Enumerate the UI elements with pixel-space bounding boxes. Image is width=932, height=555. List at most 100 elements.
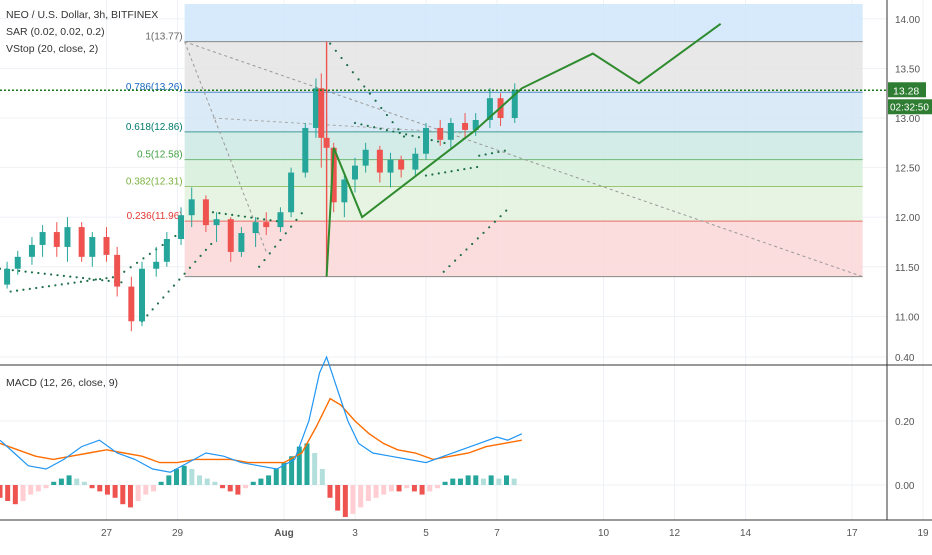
sar-dot xyxy=(482,231,485,234)
sar-dot xyxy=(417,136,420,139)
time-tick-label: 10 xyxy=(598,528,610,539)
candle-body xyxy=(4,268,11,285)
macd-histogram-bar xyxy=(465,475,471,485)
sar-dot xyxy=(105,277,108,280)
macd-histogram-bar xyxy=(81,481,87,485)
sar-dot xyxy=(60,283,63,286)
sar-dot xyxy=(11,269,14,272)
legend-macd: MACD (12, 26, close, 9) xyxy=(6,376,118,390)
macd-signal-line xyxy=(0,397,522,464)
legend-title: NEO / U.S. Dollar, 3h, BITFINEX xyxy=(6,8,158,22)
macd-histogram-bar xyxy=(104,485,110,495)
macd-histogram-bar xyxy=(450,478,456,485)
sar-dot xyxy=(329,42,332,45)
sar-dot xyxy=(56,274,59,277)
sar-dot xyxy=(300,212,303,215)
price-tick-label: 11.50 xyxy=(895,263,920,274)
macd-tick-label: 0.00 xyxy=(895,481,915,492)
macd-histogram-bar xyxy=(434,485,440,489)
macd-histogram-bar xyxy=(419,485,425,495)
sar-dot xyxy=(442,270,445,273)
sar-dot xyxy=(363,85,366,88)
sar-dot xyxy=(41,285,44,289)
fib-zone-3 xyxy=(184,131,863,160)
sar-dot xyxy=(351,71,354,74)
time-tick-label: 19 xyxy=(917,528,929,539)
sar-dot xyxy=(129,266,132,269)
candle-body xyxy=(376,149,383,173)
sar-dot xyxy=(15,289,19,292)
sar-dot xyxy=(405,133,408,136)
candle-body xyxy=(78,227,85,257)
sar-dot xyxy=(284,232,287,235)
sar-dot xyxy=(88,277,91,280)
sar-dot xyxy=(411,134,414,137)
macd-histogram-bar xyxy=(174,469,180,485)
time-tick-label: Aug xyxy=(274,528,293,539)
macd-histogram-bar xyxy=(411,485,417,492)
macd-line xyxy=(0,355,523,473)
candle-body xyxy=(511,90,518,119)
macd-histogram-bar xyxy=(20,485,26,501)
sar-dot xyxy=(178,278,181,281)
sar-dot xyxy=(366,124,369,127)
sar-dot xyxy=(43,272,46,275)
sar-dot xyxy=(465,248,468,251)
sar-dot xyxy=(151,308,154,311)
sar-dot xyxy=(18,269,21,272)
sar-dot xyxy=(373,126,376,129)
sar-dot xyxy=(199,254,202,257)
macd-histogram-bar xyxy=(120,485,126,505)
sar-dot xyxy=(469,166,472,170)
macd-histogram-bar xyxy=(28,485,34,495)
sar-dot xyxy=(463,168,466,171)
macd-histogram-bar xyxy=(189,469,195,485)
macd-histogram-bar xyxy=(496,478,502,485)
fib-zone-5 xyxy=(184,186,863,222)
sar-dot xyxy=(35,286,38,290)
price-tick-label: 14.00 xyxy=(895,15,920,26)
macd-histogram-bar xyxy=(404,485,410,489)
candle-body xyxy=(178,215,185,239)
macd-histogram-bar xyxy=(51,481,57,485)
sar-dot xyxy=(54,284,57,287)
macd-histogram-bar xyxy=(266,475,272,485)
sar-dot xyxy=(256,217,259,220)
macd-histogram-bar xyxy=(112,485,118,498)
pattern-line xyxy=(325,23,722,277)
macd-tick-label: 0.20 xyxy=(895,417,915,428)
sar-dot xyxy=(50,273,53,276)
sar-dot xyxy=(69,275,72,278)
sar-dot xyxy=(290,225,293,228)
macd-histogram-bar xyxy=(442,481,448,485)
candle-body xyxy=(153,261,160,269)
fib-label-4: 0.236(11.96) xyxy=(127,211,183,222)
macd-histogram-bar xyxy=(312,453,318,485)
macd-histogram-bar xyxy=(358,485,364,508)
sar-dot xyxy=(334,49,337,52)
macd-histogram-bar xyxy=(304,443,310,485)
macd-histogram-bar xyxy=(327,485,333,498)
fib-label-top: 1(13.77) xyxy=(145,32,182,43)
sar-dot xyxy=(237,214,240,217)
sar-dot xyxy=(250,216,253,219)
macd-histogram-bar xyxy=(66,475,72,485)
candle-body xyxy=(447,122,454,140)
time-tick-label: 7 xyxy=(494,528,500,539)
macd-label: MACD (12, 26, close, 9) xyxy=(6,377,119,389)
sar-dot xyxy=(94,278,97,281)
sar-dot xyxy=(28,287,31,290)
sar-dot xyxy=(167,290,170,293)
sar-dot xyxy=(437,172,440,175)
macd-histogram-bar xyxy=(135,485,141,501)
time-tick-label: 27 xyxy=(101,528,113,539)
sar-dot xyxy=(459,253,462,257)
sar-dot xyxy=(231,213,234,217)
sar-dot xyxy=(397,128,400,131)
candle-body xyxy=(412,153,419,170)
price-tick-label: 13.50 xyxy=(895,64,920,75)
macd-histogram-bar xyxy=(335,485,341,511)
sar-dot xyxy=(172,284,176,287)
